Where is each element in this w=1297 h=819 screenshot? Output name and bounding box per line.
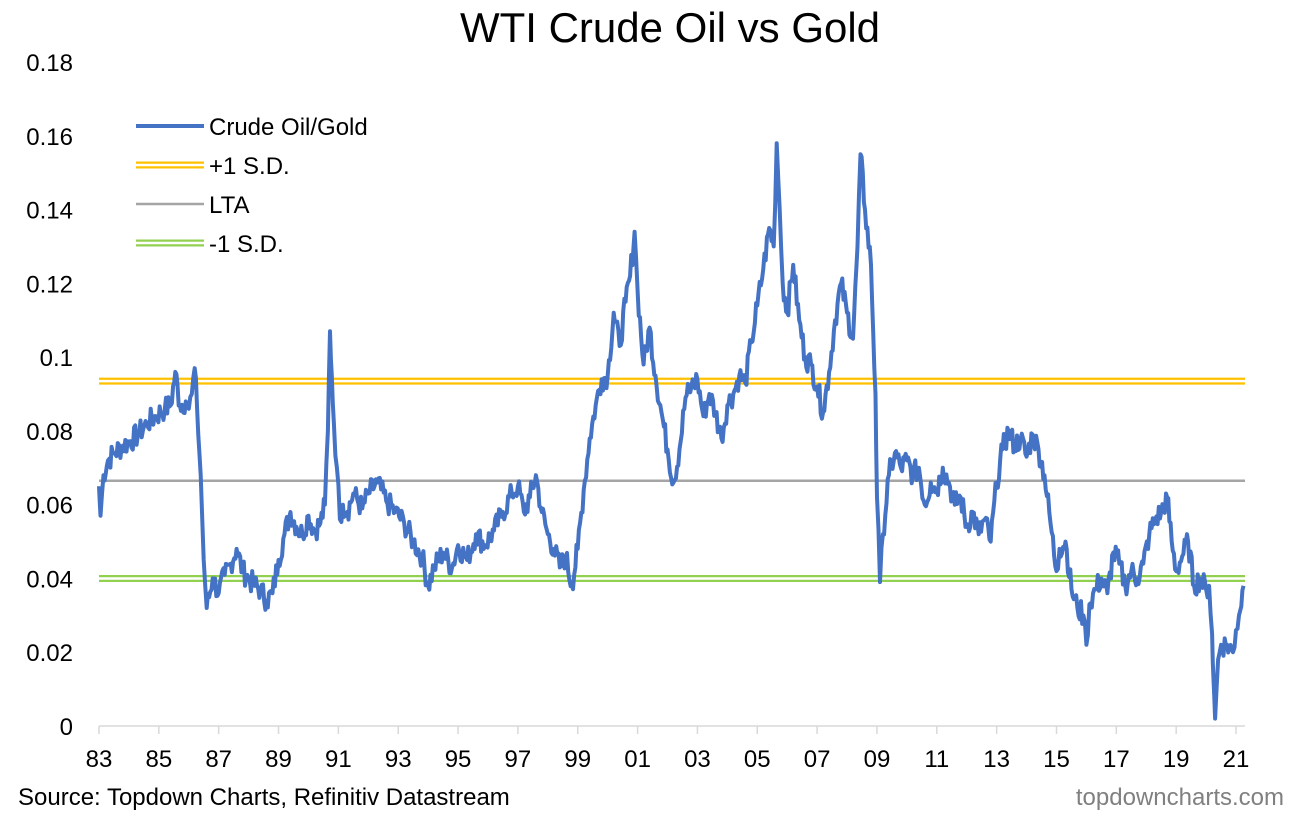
x-tick-label: 15 xyxy=(1043,746,1070,773)
y-tick-label: 0.14 xyxy=(26,198,73,225)
x-tick-label: 93 xyxy=(385,746,412,773)
x-tick-label: 99 xyxy=(564,746,591,773)
legend: Crude Oil/Gold +1 S.D. LTA -1 S.D. xyxy=(136,114,368,258)
x-tick-label: 11 xyxy=(924,746,949,773)
x-tick-label: 01 xyxy=(624,746,651,773)
legend-label: LTA xyxy=(209,192,249,219)
y-tick-label: 0.16 xyxy=(26,124,73,151)
y-tick-label: 0.18 xyxy=(26,50,73,77)
series-layer xyxy=(97,141,1246,721)
axes: 83 85 87 89 91 93 95 97 99 01 03 05 07 09 11 13 15 17 19 21… xyxy=(26,50,1249,773)
watermark: topdowncharts.com xyxy=(1075,784,1284,811)
x-tick-label: 05 xyxy=(744,746,771,773)
x-tick-label: 91 xyxy=(325,746,352,773)
y-tick-label: 0.1 xyxy=(40,345,73,372)
x-tick-label: 03 xyxy=(684,746,711,773)
x-tick-label: 07 xyxy=(804,746,831,773)
legend-item: LTA xyxy=(136,192,249,219)
x-tick-label: 83 xyxy=(86,746,113,773)
y-tick-label: 0.12 xyxy=(26,271,73,298)
x-tick-label: 95 xyxy=(445,746,472,773)
x-tick-label: 89 xyxy=(265,746,292,773)
y-tick-label: 0.08 xyxy=(26,419,73,446)
legend-label: +1 S.D. xyxy=(209,153,290,180)
legend-item: +1 S.D. xyxy=(136,153,290,180)
source-note: Source: Topdown Charts, Refinitiv Datast… xyxy=(18,784,510,811)
legend-item: -1 S.D. xyxy=(136,231,284,258)
legend-label: Crude Oil/Gold xyxy=(209,114,368,141)
series-line-crude-oil-gold xyxy=(97,141,1246,721)
x-tick-label: 97 xyxy=(505,746,532,773)
y-tick-label: 0.02 xyxy=(26,640,73,667)
legend-item: Crude Oil/Gold xyxy=(136,114,368,141)
x-tick-label: 19 xyxy=(1163,746,1190,773)
legend-label: -1 S.D. xyxy=(209,231,284,258)
x-tick-label: 87 xyxy=(205,746,232,773)
x-tick-label: 17 xyxy=(1103,746,1130,773)
y-tick-label: 0 xyxy=(60,714,73,741)
y-tick-label: 0.06 xyxy=(26,493,73,520)
y-tick-label: 0.04 xyxy=(26,566,73,593)
chart-title: WTI Crude Oil vs Gold xyxy=(459,4,881,51)
x-tick-label: 85 xyxy=(145,746,172,773)
x-tick-label: 21 xyxy=(1223,746,1250,773)
x-tick-label: 09 xyxy=(864,746,891,773)
x-tick-label: 13 xyxy=(983,746,1010,773)
